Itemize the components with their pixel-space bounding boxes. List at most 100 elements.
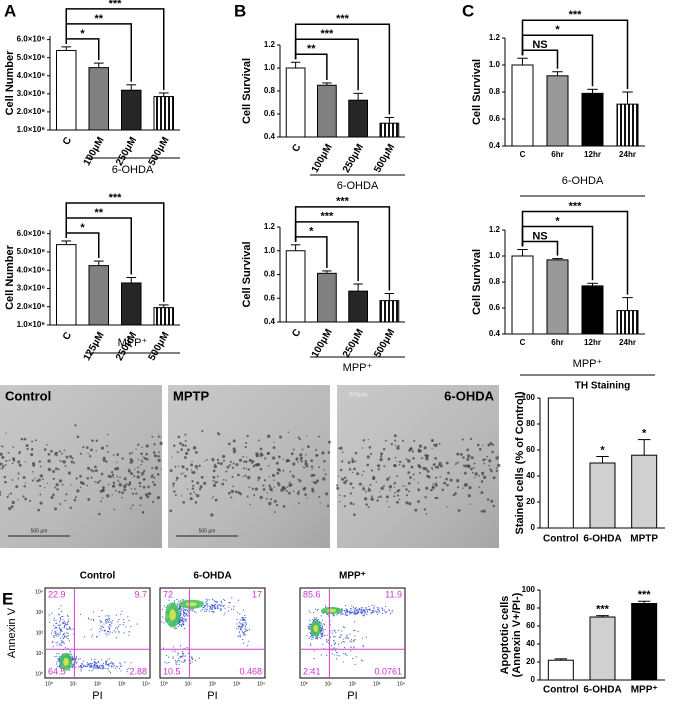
stained-cell [214,463,216,466]
event-dot [64,636,66,638]
stained-cell [134,468,136,470]
event-dot [182,614,184,616]
stained-cell [377,464,381,468]
stained-cell [65,455,69,459]
event-dot [177,602,179,604]
event-dot [333,636,335,638]
bar [379,122,400,138]
stained-cell [302,487,306,491]
stained-cell [232,439,236,443]
stained-cell [242,455,244,458]
bar [616,103,639,147]
event-dot [244,630,246,632]
panel-label: A [4,1,16,20]
event-dot [319,622,321,624]
event-dot [105,633,107,635]
event-dot [333,640,335,642]
event-dot [108,665,110,667]
stained-cell [11,462,14,465]
event-dot [339,636,341,638]
stained-cell [116,453,120,456]
stained-cell [476,443,480,447]
stained-cell [156,495,161,500]
event-dot [54,626,56,628]
stained-cell [1,467,4,470]
event-dot [88,663,90,665]
event-dot [245,623,247,625]
stained-cell [483,462,485,465]
event-dot [61,622,63,624]
event-dot [94,659,96,661]
event-dot [214,607,216,609]
stained-cell [142,469,146,473]
event-dot [320,628,322,630]
error-bar [384,293,395,301]
stained-cell [127,469,131,473]
event-dot [71,666,73,668]
stained-cell [145,444,149,448]
stained-cell [216,458,220,462]
event-dot [94,662,96,664]
stained-cell [153,443,156,446]
event-dot [60,628,62,630]
stained-cell [258,439,260,442]
event-dot [179,621,181,623]
stained-cell [196,494,200,498]
stained-cell [152,501,155,504]
event-dot [107,621,109,623]
stained-cell [151,435,154,438]
stained-cell [177,435,181,439]
event-dot [179,656,181,658]
y-axis-title: Stained cells (% of Control) [514,391,526,534]
stained-cell [297,461,299,463]
stained-cell [418,444,423,448]
event-dot [362,615,364,617]
event-dot [373,607,375,609]
event-dot [360,607,362,609]
stained-cell [180,472,183,475]
event-dot [306,635,308,637]
y-axis-title: (Annexin V+/PI-) [511,592,523,677]
stained-cell [304,454,307,456]
event-dot [67,635,69,637]
stained-cell [310,459,314,462]
event-dot [55,630,57,632]
event-dot [53,617,55,619]
event-dot [177,660,179,662]
stained-cell [94,480,96,483]
event-dot [350,641,352,643]
event-dot [120,665,122,667]
event-dot [56,663,58,665]
event-dot [91,662,93,664]
stained-cell [292,448,295,451]
event-dot [75,657,77,659]
group-label: MPP⁺ [573,358,603,370]
event-dot [215,604,217,606]
event-dot [208,605,210,607]
y-tick-label: 5.0×10⁶ [17,53,46,62]
event-dot [355,609,357,611]
event-dot [79,613,81,615]
event-dot [76,661,78,663]
group-label: MPP⁺ [118,337,148,349]
event-dot [313,612,315,614]
stained-cell [158,451,160,454]
quadrant-value: 72 [163,589,173,599]
stained-cell [292,475,295,478]
stained-cell [213,464,218,469]
stained-cell [225,479,228,481]
stained-cell [439,464,443,468]
stained-cell [299,453,303,457]
stained-cell [140,464,142,466]
event-dot [213,611,215,613]
bar [631,603,658,681]
event-dot [119,668,121,670]
stained-cell [394,439,397,442]
event-dot [243,634,245,636]
micrograph [336,385,501,548]
x-tick-label: 10⁴ [397,681,405,687]
stained-cell [315,449,318,451]
event-dot [105,619,107,621]
y-tick-label: 80 [526,419,535,428]
event-dot [366,610,368,612]
